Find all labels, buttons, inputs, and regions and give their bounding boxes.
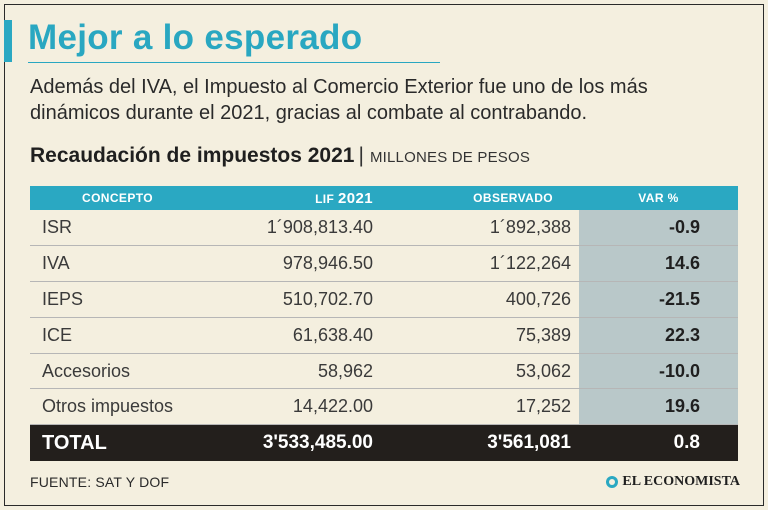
cell-observado: 1´122,264: [383, 245, 579, 283]
cell-var: 19.6: [579, 388, 738, 426]
section-units: MILLONES DE PESOS: [369, 149, 531, 166]
title-accent-bar: [4, 20, 12, 62]
header-lif: LIF 2021: [198, 186, 383, 210]
brand-logo: EL ECONOMISTA: [606, 474, 740, 490]
cell-concepto: ISR: [30, 210, 198, 247]
cell-lif: 978,946.50: [198, 245, 383, 283]
table-header-row: CONCEPTO LIF 2021 OBSERVADO VAR %: [30, 186, 738, 210]
cell-var: 22.3: [579, 317, 738, 354]
cell-var: 14.6: [579, 245, 738, 283]
cell-concepto: Otros impuestos: [30, 388, 198, 426]
header-observado: OBSERVADO: [383, 186, 579, 210]
cell-observado: 75,389: [383, 317, 579, 354]
total-var: 0.8: [579, 424, 738, 461]
globe-icon: [606, 476, 619, 488]
table-row: IVA 978,946.50 1´122,264 14.6: [30, 245, 738, 283]
brand-name: EL ECONOMISTA: [622, 474, 740, 489]
source-note: FUENTE: SAT Y DOF: [30, 474, 170, 490]
cell-concepto: IVA: [30, 245, 198, 283]
table-row: IEPS 510,702.70 400,726 -21.5: [30, 281, 738, 318]
section-heading: Recaudación de impuestos 2021 | MILLONES D…: [30, 142, 530, 172]
header-var: VAR %: [579, 186, 738, 210]
subtitle: Además del IVA, el Impuesto al Comercio …: [30, 76, 648, 124]
cell-var: -10.0: [579, 353, 738, 390]
table-row: ISR 1´908,813.40 1´892,388 -0.9: [30, 210, 738, 247]
total-label: TOTAL: [30, 424, 198, 461]
header-lif-year: 2021: [338, 189, 373, 207]
cell-lif: 61,638.40: [198, 317, 383, 354]
section-title: Recaudación de impuestos 2021: [30, 144, 355, 167]
cell-lif: 58,962: [198, 353, 383, 390]
infographic-frame: [4, 4, 764, 506]
cell-lif: 1´908,813.40: [198, 210, 383, 247]
cell-concepto: Accesorios: [30, 353, 198, 390]
cell-concepto: ICE: [30, 317, 198, 354]
cell-concepto: IEPS: [30, 281, 198, 318]
cell-var: -0.9: [579, 210, 738, 247]
cell-observado: 400,726: [383, 281, 579, 318]
table-row: Accesorios 58,962 53,062 -10.0: [30, 353, 738, 390]
section-separator: |: [358, 144, 364, 167]
cell-observado: 53,062: [383, 353, 579, 390]
cell-observado: 1´892,388: [383, 210, 579, 247]
title-underline: [28, 62, 440, 63]
total-observado: 3'561,081: [383, 424, 579, 461]
cell-var: -21.5: [579, 281, 738, 318]
table-total-row: TOTAL 3'533,485.00 3'561,081 0.8: [30, 424, 738, 461]
table-row: Otros impuestos 14,422.00 17,252 19.6: [30, 388, 738, 426]
tax-table: CONCEPTO LIF 2021 OBSERVADO VAR % ISR 1´…: [30, 186, 738, 461]
cell-observado: 17,252: [383, 388, 579, 426]
page-title: Mejor a lo esperado: [28, 18, 363, 57]
cell-lif: 14,422.00: [198, 388, 383, 426]
header-concepto: CONCEPTO: [30, 186, 198, 210]
header-lif-label: LIF: [315, 191, 335, 206]
cell-lif: 510,702.70: [198, 281, 383, 318]
total-lif: 3'533,485.00: [198, 424, 383, 461]
table-row: ICE 61,638.40 75,389 22.3: [30, 317, 738, 354]
